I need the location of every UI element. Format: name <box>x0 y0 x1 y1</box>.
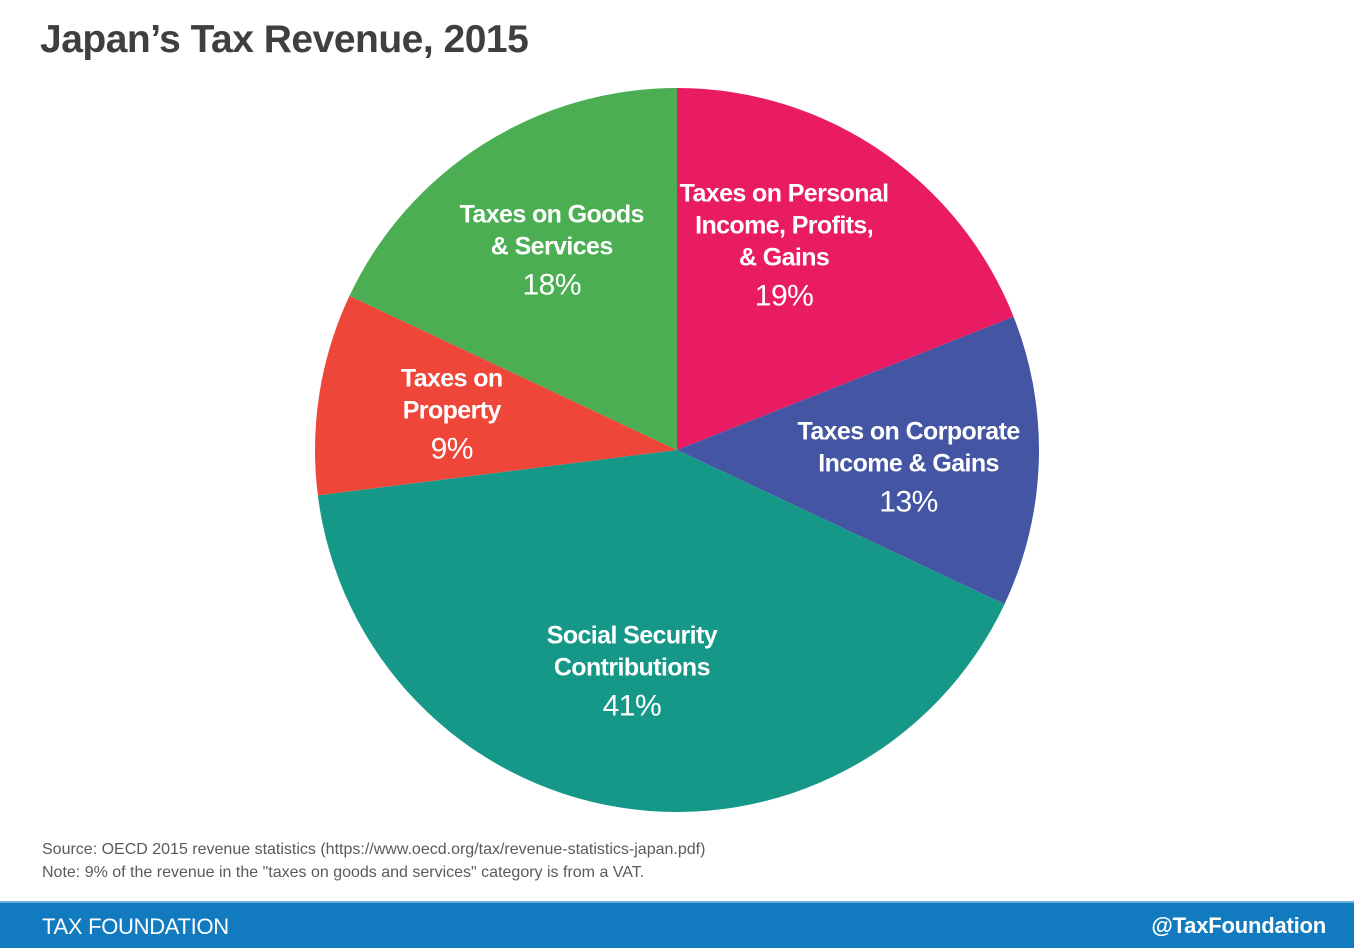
pie-slice-3 <box>317 450 1005 812</box>
footer-bar: TAX FOUNDATION @TaxFoundation <box>0 901 1354 948</box>
slice-label-3: Contributions <box>554 654 710 682</box>
pie-slice-2 <box>677 316 1039 605</box>
slice-label-2: Taxes on Corporate <box>798 417 1021 445</box>
pie-slice-1 <box>677 88 1014 450</box>
slice-label-2: Income & Gains <box>818 449 999 477</box>
pie-slices <box>315 88 1039 812</box>
chart-notes: Source: OECD 2015 revenue statistics (ht… <box>42 838 705 884</box>
pie-slice-4 <box>315 295 677 496</box>
vat-note: Note: 9% of the revenue in the "taxes on… <box>42 864 645 881</box>
slice-label-1: Taxes on Personal <box>680 179 889 207</box>
slice-label-4: Taxes on <box>401 364 503 392</box>
slice-value-4: 9% <box>431 432 473 465</box>
pie-labels: Taxes on Personal Income, Profits, & Gains… <box>401 179 1021 723</box>
slice-value-1: 19% <box>755 279 814 312</box>
slice-value-5: 18% <box>522 268 581 301</box>
pie-slice-5 <box>349 88 677 450</box>
slice-label-5: & Services <box>491 232 613 260</box>
slice-label-1: & Gains <box>739 243 829 271</box>
slice-label-5: Taxes on Goods <box>460 200 644 228</box>
slice-label-3: Social Security <box>547 622 718 650</box>
slice-value-3: 41% <box>603 690 662 723</box>
slice-label-1: Income, Profits, <box>695 211 873 239</box>
source-note: Source: OECD 2015 revenue statistics (ht… <box>42 841 706 858</box>
slice-value-2: 13% <box>879 485 938 518</box>
footer-brand: TAX FOUNDATION <box>42 914 229 939</box>
pie-chart: Taxes on Personal Income, Profits, & Gains… <box>315 88 1039 812</box>
slice-label-4: Property <box>403 396 502 424</box>
footer-handle[interactable]: @TaxFoundation <box>1151 913 1326 938</box>
chart-title: Japan’s Tax Revenue, 2015 <box>40 18 529 61</box>
